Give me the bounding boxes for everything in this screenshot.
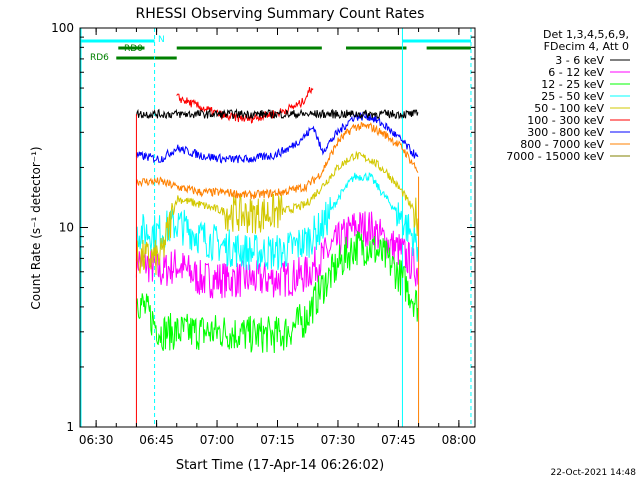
series-line-100-300-kev: [176, 87, 314, 124]
flag-label-rd6: RD6: [90, 53, 109, 63]
series-line-800-7000-kev: [135, 121, 419, 200]
series-line-300-800-kev: [135, 111, 419, 164]
series-line-12-25-kev: [135, 231, 419, 354]
series-line-6-12-kev: [135, 211, 419, 299]
legend-label: 100 - 300 keV: [527, 114, 604, 127]
y-tick-label: 100: [51, 21, 74, 35]
x-tick-label: 07:45: [381, 433, 416, 447]
legend-label: 800 - 7000 keV: [520, 138, 604, 151]
legend-label: 6 - 12 keV: [548, 66, 604, 79]
series-line-25-50-kev: [135, 172, 419, 271]
x-tick-label: 06:30: [79, 433, 114, 447]
series-line-3-6-kev: [135, 108, 419, 120]
y-tick-label: 1: [66, 420, 74, 434]
legend-label: 300 - 800 keV: [527, 126, 604, 139]
x-tick-label: 07:30: [321, 433, 356, 447]
flag-label-rd0: RD0: [124, 44, 143, 54]
y-axis-title: Count Rate (s⁻¹ detector⁻¹): [29, 146, 43, 309]
legend-header: Det 1,3,4,5,6,9,: [543, 28, 629, 41]
x-tick-label: 06:45: [139, 433, 174, 447]
x-tick-label: 07:15: [260, 433, 295, 447]
legend-header: FDecim 4, Att 0: [544, 40, 629, 53]
legend-label: 7000 - 15000 keV: [506, 150, 604, 163]
x-tick-label: 07:00: [200, 433, 235, 447]
date-stamp: 22-Oct-2021 14:48: [551, 468, 637, 478]
chart-title: RHESSI Observing Summary Count Rates: [136, 6, 425, 22]
series-line-50-100-kev: [135, 150, 419, 275]
legend-label: 50 - 100 keV: [534, 102, 604, 115]
legend-label: 3 - 6 keV: [555, 54, 604, 67]
legend-label: 12 - 25 keV: [541, 78, 604, 91]
legend-label: 25 - 50 keV: [541, 90, 604, 103]
x-axis-title: Start Time (17-Apr-14 06:26:02): [176, 458, 384, 473]
flag-label-n: N: [158, 35, 165, 45]
y-tick-label: 10: [59, 221, 74, 235]
x-tick-label: 08:00: [442, 433, 477, 447]
